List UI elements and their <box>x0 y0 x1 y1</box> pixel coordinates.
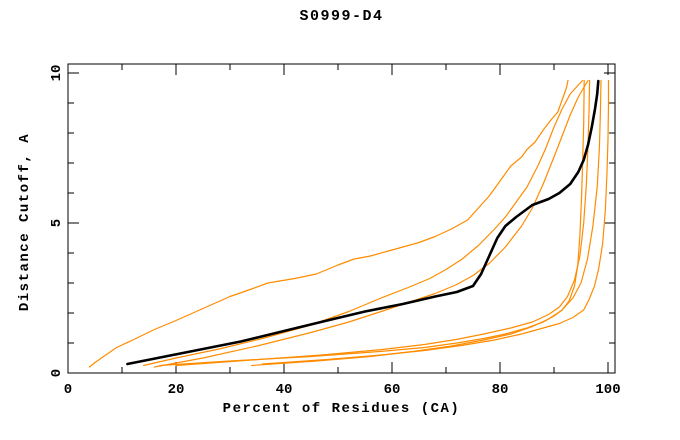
curve-orange-2-upper-tracker <box>143 79 584 367</box>
curve-orange-7-late-bend <box>261 79 610 365</box>
x-tick-label: 40 <box>276 382 293 398</box>
x-tick-label: 60 <box>384 382 401 398</box>
x-tick-label: 80 <box>492 382 509 398</box>
y-tick-label: 5 <box>49 219 65 227</box>
plot-frame <box>67 63 616 374</box>
x-tick-label: 100 <box>595 382 620 398</box>
chart-title: S0999-D4 <box>299 8 384 25</box>
curve-black-main <box>126 79 600 366</box>
y-tick-label: 10 <box>49 65 65 82</box>
curve-orange-4-flat-bundle <box>159 79 585 367</box>
curve-orange-3-lower-tracker <box>153 79 589 368</box>
curve-orange-5-flat-bundle <box>175 79 591 367</box>
y-tick-label: 0 <box>49 369 65 377</box>
y-axis-label: Distance Cutoff, A <box>17 132 33 312</box>
x-axis-label: Percent of Residues (CA) <box>222 401 461 417</box>
curve-orange-1-early <box>88 79 569 368</box>
x-tick-label: 20 <box>168 382 185 398</box>
x-tick-label: 0 <box>64 382 72 398</box>
